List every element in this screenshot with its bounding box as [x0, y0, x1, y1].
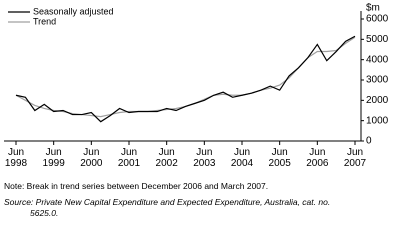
- legend-label: Trend: [33, 16, 56, 26]
- y-tick-label: 3000: [366, 75, 389, 86]
- legend-label: Seasonally adjusted: [33, 6, 114, 16]
- y-tick-label: 1000: [366, 115, 389, 126]
- x-tick-label: Jun 2007: [343, 147, 367, 169]
- y-tick-label: 0: [366, 136, 372, 147]
- y-unit: $m: [366, 3, 380, 14]
- series-line: [15, 36, 356, 118]
- x-tick-label: Jun 2006: [306, 147, 329, 169]
- source: Source: Private New Capital Expenditure …: [4, 197, 360, 219]
- x-tick-label: Jun 2004: [230, 147, 254, 169]
- page: $m 0 1000 2000 3000 4000 5000 6000 Seasonally a…: [4, 3, 389, 219]
- source-label: Source:: [4, 197, 34, 207]
- x-tick-label: Jun 1999: [42, 147, 65, 169]
- source-text: Private New Capital Expenditure and Expe…: [30, 197, 331, 218]
- x-tick-label: Jun 2003: [193, 147, 216, 169]
- series-line: [15, 35, 356, 123]
- y-tick-label: 4000: [366, 54, 389, 65]
- x-tick-label: Jun 2005: [268, 147, 291, 169]
- y-tick-label: 5000: [366, 34, 389, 45]
- chart: $m 0 1000 2000 3000 4000 5000 6000 Seasonally a…: [4, 3, 389, 147]
- x-tick-label: Jun 2001: [117, 147, 141, 169]
- note: Note: Break in trend series between Dece…: [4, 181, 269, 191]
- y-tick-label: 6000: [366, 14, 389, 25]
- y-tick-label: 2000: [366, 95, 389, 106]
- x-tick-label: Jun 1998: [4, 147, 28, 169]
- x-tick-label: Jun 2000: [80, 147, 103, 169]
- x-tick-label: Jun 2002: [155, 147, 178, 169]
